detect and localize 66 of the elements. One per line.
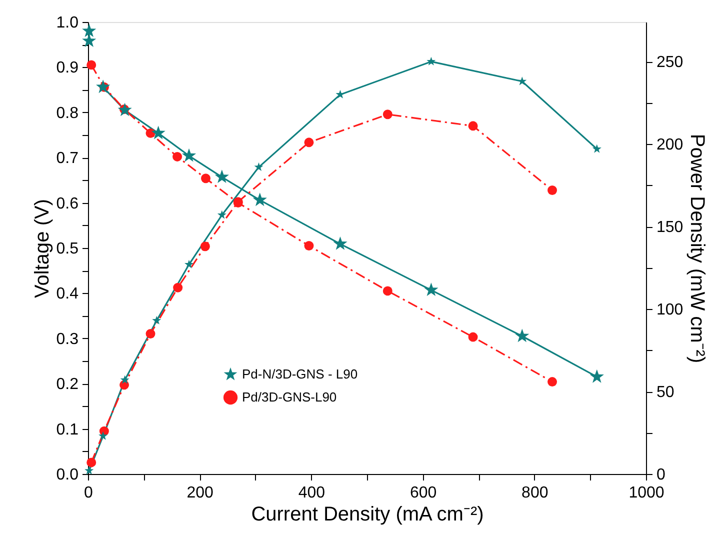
y2-tick-label: 50 [656, 384, 674, 402]
point [200, 242, 210, 252]
x-axis-title: Current Density (mA cm⁻²) [251, 504, 484, 526]
point [382, 110, 392, 120]
y2-tick-label: 150 [656, 219, 684, 236]
point [254, 162, 264, 172]
point [468, 332, 478, 342]
point [172, 152, 182, 162]
y2-tick-label: 200 [656, 136, 684, 154]
point [333, 236, 348, 250]
point [98, 431, 108, 440]
point [184, 260, 194, 268]
x-tick-label: 800 [522, 484, 548, 502]
legend-label: Pd/3D-GNS-L90 [242, 390, 337, 404]
y2-axis-title: Power Density (mW cm⁻²) [686, 134, 708, 364]
point [304, 241, 314, 250]
point [515, 328, 530, 342]
y-tick-label: 0.3 [56, 330, 79, 348]
point [84, 466, 94, 475]
point [548, 186, 557, 195]
point [146, 329, 156, 339]
y-tick-label: 0.2 [56, 376, 79, 394]
point [426, 56, 436, 66]
point [96, 80, 110, 94]
point [86, 60, 96, 70]
y-tick-label: 0.9 [56, 60, 79, 77]
point [182, 148, 196, 162]
point [86, 458, 96, 468]
y2-tick-label: 0 [656, 466, 666, 484]
y-tick-label: 0.5 [56, 240, 79, 258]
point [304, 138, 314, 148]
x-tick-label: 200 [186, 484, 214, 502]
x-tick-label: 400 [298, 484, 326, 502]
point [151, 126, 166, 140]
y-tick-label: 0.1 [56, 421, 79, 438]
y2-tick-label: 250 [656, 54, 684, 72]
y-tick-label: 0.6 [56, 195, 79, 212]
point [118, 102, 132, 116]
point [82, 24, 96, 38]
point [548, 377, 557, 387]
x-tick-label: 600 [410, 484, 437, 502]
point [152, 316, 162, 324]
y-tick-label: 0.7 [56, 150, 79, 168]
point [252, 192, 267, 206]
y2-tick-label: 100 [656, 302, 684, 319]
point [518, 76, 527, 86]
point [146, 128, 156, 138]
point [590, 369, 604, 383]
y-tick-label: 0.4 [56, 286, 79, 303]
point [173, 282, 183, 292]
point [217, 210, 226, 219]
y-tick-label: 0.0 [56, 466, 79, 484]
y-tick-label: 0.8 [56, 104, 79, 122]
x-tick-label: 0 [84, 484, 94, 502]
point [214, 170, 229, 184]
point [592, 144, 602, 153]
point [382, 286, 392, 296]
y-tick-label: 1.0 [56, 14, 79, 32]
point [120, 375, 130, 384]
point [200, 174, 210, 184]
x-tick-label: 1000 [628, 484, 664, 502]
point [468, 121, 478, 131]
y-axis-title: Voltage (V) [31, 199, 54, 298]
point [82, 34, 96, 47]
point [424, 282, 438, 296]
legend-label: Pd-N/3D-GNS - L90 [242, 366, 358, 382]
